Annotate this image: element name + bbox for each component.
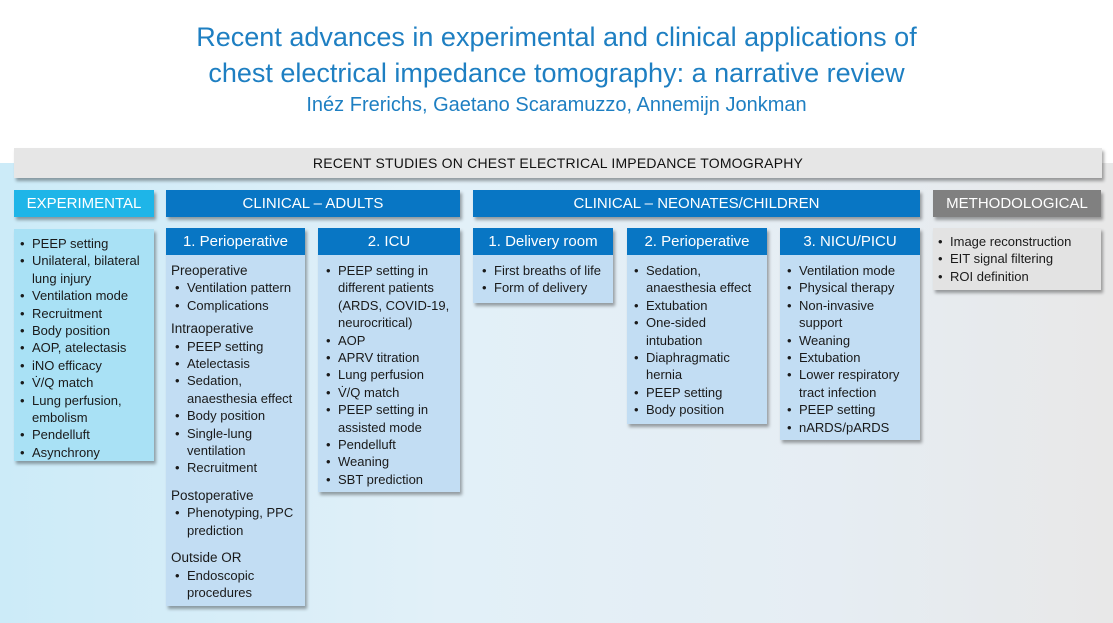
list-item: ROI definition xyxy=(934,268,1099,286)
list-item: Body position xyxy=(630,401,765,419)
list-item: Lung perfusion xyxy=(322,366,456,384)
list-item: Sedation, anaesthesia effect xyxy=(630,262,765,297)
methodological-box: Image reconstruction EIT signal filterin… xyxy=(933,228,1101,290)
list-item: Recruitment xyxy=(171,459,301,477)
list-item: PEEP setting in different patients (ARDS… xyxy=(322,262,456,332)
list-item: Unilateral, bilateral lung injury xyxy=(16,252,148,287)
list-item: Lower respiratory tract infection xyxy=(783,366,918,401)
list-item: Atelectasis xyxy=(171,355,301,373)
header-clinical-neonates: CLINICAL – NEONATES/CHILDREN xyxy=(473,190,920,217)
list-item: Body position xyxy=(16,322,148,340)
list-item: V̇/Q match xyxy=(322,384,456,402)
list-item: Pendelluft xyxy=(322,436,456,454)
list-item: Diaphragmatic hernia xyxy=(630,349,765,384)
list-item: Physical therapy xyxy=(783,279,918,297)
list-item: PEEP setting xyxy=(630,384,765,402)
adults-perioperative-header: 1. Perioperative xyxy=(166,228,305,255)
list-item: SBT prediction xyxy=(322,471,456,489)
list-item: PEEP setting xyxy=(16,235,148,253)
list-item: V̇/Q match xyxy=(16,374,148,392)
list-item: PEEP setting xyxy=(171,338,301,356)
title-line-2: chest electrical impedance tomography: a… xyxy=(208,58,905,88)
neonates-nicu-box: 3. NICU/PICU Ventilation mode Physical t… xyxy=(780,228,920,440)
list-item: Pendelluft xyxy=(16,426,148,444)
header-experimental: EXPERIMENTAL xyxy=(14,190,154,217)
list-item: Single-lung ventilation xyxy=(171,425,301,460)
list-item: Ventilation mode xyxy=(16,287,148,305)
list-item: EIT signal filtering xyxy=(934,250,1099,268)
neonates-delivery-box: 1. Delivery room First breaths of life F… xyxy=(473,228,613,303)
list-item: Body position xyxy=(171,407,301,425)
list-item: Weaning xyxy=(783,332,918,350)
section-title: Outside OR xyxy=(171,550,242,566)
list-item: Complications xyxy=(171,297,301,315)
neonates-nicu-header: 3. NICU/PICU xyxy=(780,228,920,255)
diagram-banner: RECENT STUDIES ON CHEST ELECTRICAL IMPED… xyxy=(14,148,1102,178)
neonates-delivery-header: 1. Delivery room xyxy=(473,228,613,255)
list-item: Lung perfusion, embolism xyxy=(16,392,148,427)
list-item: Ventilation pattern xyxy=(171,279,301,297)
neonates-perioperative-box: 2. Perioperative Sedation, anaesthesia e… xyxy=(627,228,767,424)
title-line-1: Recent advances in experimental and clin… xyxy=(196,22,917,52)
list-item: Phenotyping, PPC prediction xyxy=(171,504,301,539)
list-item: Asynchrony xyxy=(16,444,148,462)
list-item: First breaths of life xyxy=(478,262,611,280)
list-item: Weaning xyxy=(322,453,456,471)
list-item: Non-invasive support xyxy=(783,297,918,332)
experimental-list: PEEP setting Unilateral, bilateral lung … xyxy=(16,235,148,462)
header-clinical-adults: CLINICAL – ADULTS xyxy=(166,190,460,217)
list-item: Form of delivery xyxy=(478,279,611,297)
list-item: Sedation, anaesthesia effect xyxy=(171,372,301,407)
header-methodological: METHODOLOGICAL xyxy=(933,190,1101,217)
list-item: Extubation xyxy=(783,349,918,367)
list-item: PEEP setting in assisted mode xyxy=(322,401,456,436)
section-title: Intraoperative xyxy=(171,321,254,337)
authors: Inéz Frerichs, Gaetano Scaramuzzo, Annem… xyxy=(306,94,807,116)
list-item: Recruitment xyxy=(16,305,148,323)
section-title: Postoperative xyxy=(171,487,254,503)
list-item: One-sided intubation xyxy=(630,314,765,349)
list-item: AOP xyxy=(322,332,456,350)
list-item: iNO efficacy xyxy=(16,357,148,375)
list-item: APRV titration xyxy=(322,349,456,367)
adults-perioperative-box: 1. Perioperative Preoperative Ventilatio… xyxy=(166,228,305,606)
experimental-box: PEEP setting Unilateral, bilateral lung … xyxy=(14,229,154,462)
adults-icu-box: 2. ICU PEEP setting in different patient… xyxy=(318,228,460,492)
list-item: Extubation xyxy=(630,297,765,315)
list-item: Endoscopic procedures xyxy=(171,567,301,602)
list-item: nARDS/pARDS xyxy=(783,419,918,437)
adults-icu-header: 2. ICU xyxy=(318,228,460,255)
list-item: Ventilation mode xyxy=(783,262,918,280)
list-item: PEEP setting xyxy=(783,401,918,419)
list-item: Image reconstruction xyxy=(934,233,1099,251)
neonates-perioperative-header: 2. Perioperative xyxy=(627,228,767,255)
section-title: Preoperative xyxy=(171,263,248,278)
list-item: AOP, atelectasis xyxy=(16,339,148,357)
